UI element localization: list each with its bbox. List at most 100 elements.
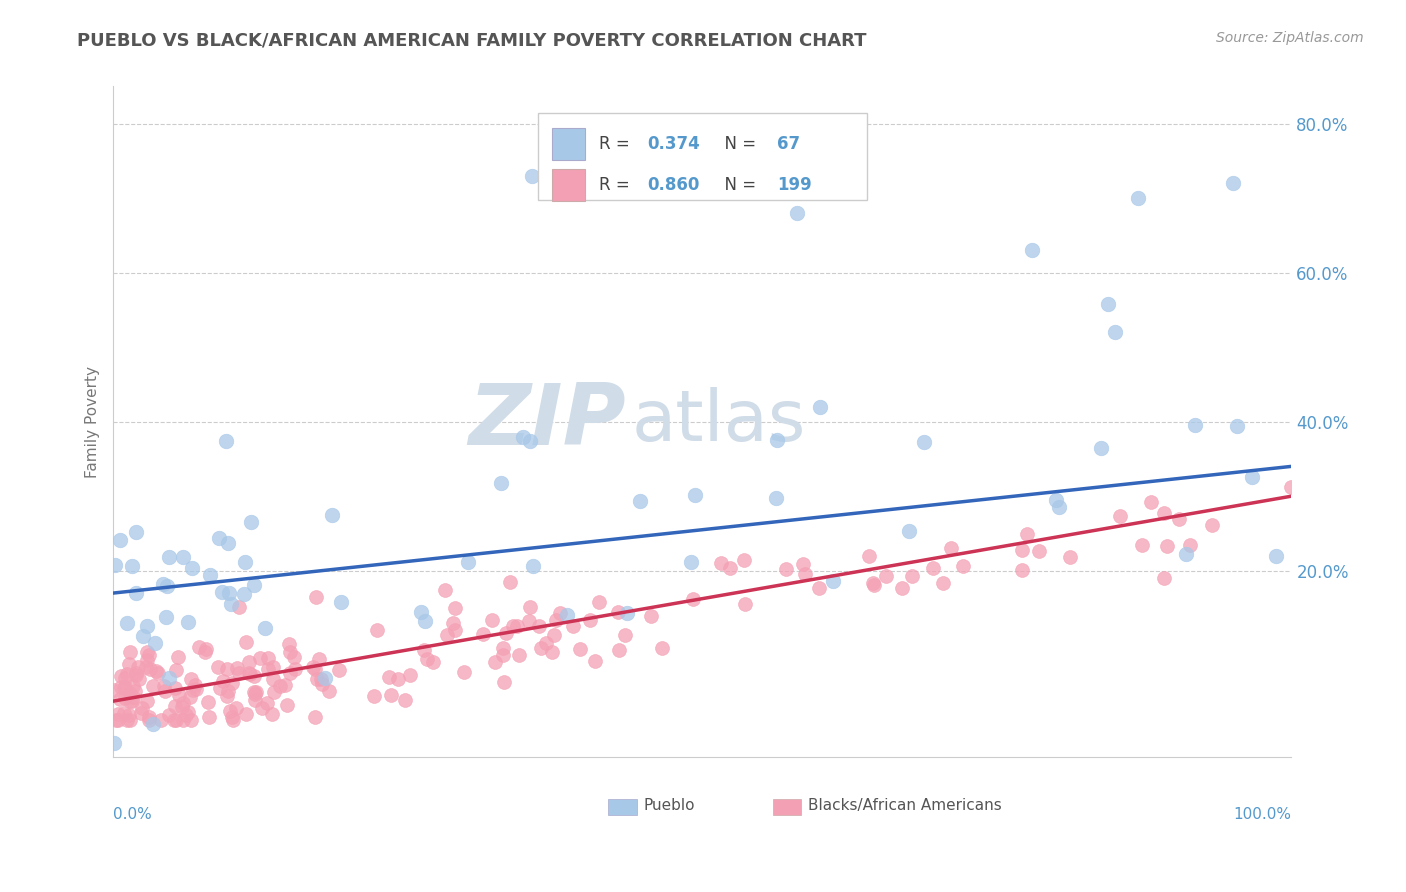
Point bbox=[197, 695, 219, 709]
Point bbox=[495, 626, 517, 640]
Point bbox=[394, 693, 416, 707]
Point bbox=[208, 531, 231, 545]
Point bbox=[142, 679, 165, 693]
Point bbox=[243, 685, 266, 699]
Point bbox=[240, 516, 263, 530]
Text: R =: R = bbox=[599, 176, 636, 194]
Point bbox=[180, 672, 202, 686]
Point bbox=[107, 706, 129, 721]
Point bbox=[228, 666, 250, 681]
Point bbox=[912, 434, 935, 449]
Point bbox=[548, 606, 571, 620]
Point bbox=[380, 689, 402, 703]
Point bbox=[613, 628, 636, 642]
Point bbox=[163, 681, 186, 695]
Point bbox=[718, 561, 741, 575]
Point bbox=[124, 667, 146, 681]
Point bbox=[167, 688, 190, 702]
Point bbox=[139, 662, 162, 676]
Point bbox=[120, 645, 142, 659]
Text: Pueblo: Pueblo bbox=[644, 797, 695, 813]
Point bbox=[104, 713, 127, 727]
Text: N =: N = bbox=[714, 135, 762, 153]
Point bbox=[457, 555, 479, 569]
Point bbox=[143, 636, 166, 650]
Point bbox=[1241, 470, 1264, 484]
Point bbox=[1156, 539, 1178, 553]
Point bbox=[1222, 176, 1244, 190]
Point bbox=[561, 619, 583, 633]
Point bbox=[180, 713, 202, 727]
Point bbox=[651, 641, 673, 656]
Point bbox=[104, 558, 127, 573]
Point bbox=[1090, 441, 1112, 455]
Point bbox=[422, 655, 444, 669]
Point bbox=[1168, 511, 1191, 525]
Point bbox=[1011, 563, 1033, 577]
Point bbox=[862, 576, 884, 591]
Point bbox=[444, 601, 467, 615]
Point bbox=[125, 666, 148, 681]
Point bbox=[583, 654, 606, 668]
Point bbox=[891, 581, 914, 595]
Point bbox=[441, 615, 464, 630]
Point bbox=[120, 713, 142, 727]
Point bbox=[520, 169, 543, 183]
Point bbox=[471, 626, 494, 640]
Point bbox=[492, 648, 515, 662]
Point bbox=[517, 614, 540, 628]
Point bbox=[1109, 509, 1132, 524]
Point bbox=[823, 574, 845, 589]
Point bbox=[180, 561, 202, 575]
Point bbox=[508, 648, 530, 662]
Point bbox=[212, 674, 235, 689]
Point bbox=[156, 579, 179, 593]
Point bbox=[112, 706, 135, 721]
Point bbox=[262, 673, 284, 687]
Point bbox=[1045, 493, 1067, 508]
Point bbox=[1180, 538, 1202, 552]
Point bbox=[858, 549, 880, 563]
Point bbox=[145, 664, 167, 678]
Point bbox=[138, 710, 160, 724]
Point bbox=[499, 574, 522, 589]
Point bbox=[1153, 571, 1175, 585]
Point bbox=[232, 587, 254, 601]
Point bbox=[235, 707, 257, 722]
Point bbox=[110, 680, 132, 694]
Text: 0.0%: 0.0% bbox=[114, 807, 152, 822]
Point bbox=[184, 681, 207, 696]
Point bbox=[117, 657, 139, 671]
Point bbox=[541, 645, 564, 659]
Point bbox=[217, 536, 239, 550]
Point bbox=[117, 713, 139, 727]
Point bbox=[794, 567, 817, 582]
Point bbox=[121, 680, 143, 694]
Point bbox=[898, 524, 921, 539]
Point bbox=[217, 662, 239, 676]
Text: 100.0%: 100.0% bbox=[1233, 807, 1292, 822]
Point bbox=[484, 656, 506, 670]
Point bbox=[1265, 549, 1288, 563]
Point bbox=[433, 582, 456, 597]
Point bbox=[543, 628, 565, 642]
Point bbox=[502, 619, 524, 633]
Point bbox=[157, 708, 180, 723]
Point bbox=[172, 713, 194, 727]
Point bbox=[256, 662, 278, 676]
Point bbox=[1175, 547, 1198, 561]
Point bbox=[733, 552, 755, 566]
Point bbox=[522, 558, 544, 573]
Point bbox=[172, 696, 194, 710]
Point bbox=[578, 613, 600, 627]
Point bbox=[110, 691, 132, 706]
Point bbox=[250, 701, 273, 715]
Point bbox=[444, 623, 467, 637]
Point bbox=[1017, 527, 1039, 541]
Text: 67: 67 bbox=[776, 135, 800, 153]
Point bbox=[103, 736, 125, 750]
Point bbox=[221, 710, 243, 724]
Bar bbox=[551, 128, 585, 160]
Point bbox=[302, 660, 325, 674]
Point bbox=[125, 586, 148, 600]
